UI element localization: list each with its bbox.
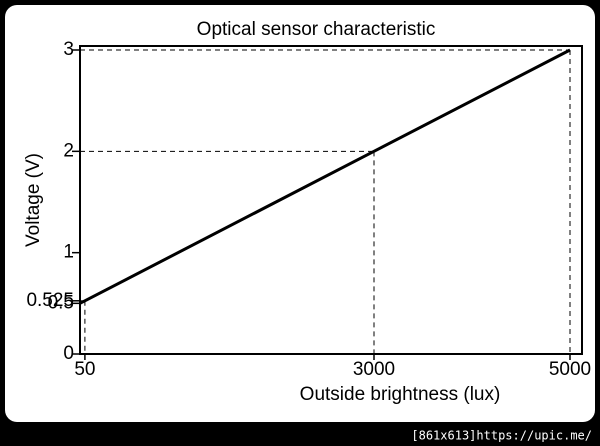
x-axis-label: Outside brightness (lux) [300,384,501,405]
y-tick-label: 0.525 [26,290,74,311]
data-line [79,48,571,305]
x-tick-label: 3000 [353,359,395,380]
y-axis-label: Voltage (V) [23,153,44,247]
x-tick-label: 5000 [549,359,591,380]
chart-title: Optical sensor characteristic [197,19,436,40]
y-tick-label: 2 [63,140,74,161]
panel [5,5,595,422]
plot-frame [79,45,583,355]
y-tick-label: 0.5 [48,292,74,313]
y-tick-label: 3 [63,39,74,60]
y-tick-label: 1 [63,242,74,263]
y-tick-label: 0 [63,343,74,364]
watermark: [861x613]https://upic.me/ [411,429,592,443]
x-tick-label: 50 [74,359,95,380]
